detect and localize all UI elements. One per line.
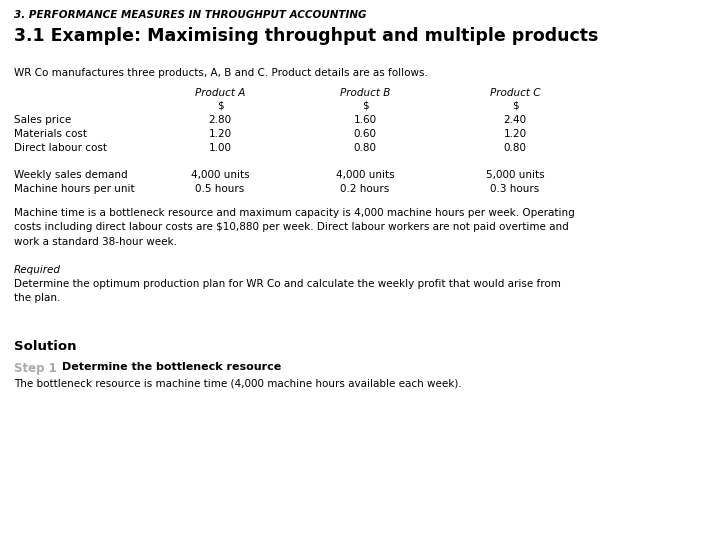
Text: 0.3 hours: 0.3 hours [490, 184, 539, 194]
Text: 1.00: 1.00 [209, 143, 232, 153]
Text: 5,000 units: 5,000 units [486, 170, 544, 180]
Text: Machine hours per unit: Machine hours per unit [14, 184, 135, 194]
Text: Direct labour cost: Direct labour cost [14, 143, 107, 153]
Text: Materials cost: Materials cost [14, 129, 87, 139]
Text: Product C: Product C [490, 88, 540, 98]
Text: 2.80: 2.80 [208, 115, 232, 125]
Text: 0.2 hours: 0.2 hours [341, 184, 390, 194]
Text: 2.40: 2.40 [503, 115, 526, 125]
Text: 1.20: 1.20 [503, 129, 526, 139]
Text: 0.60: 0.60 [354, 129, 377, 139]
Text: WR Co manufactures three products, A, B and C. Product details are as follows.: WR Co manufactures three products, A, B … [14, 68, 428, 78]
Text: Product B: Product B [340, 88, 390, 98]
Text: 0.80: 0.80 [354, 143, 377, 153]
Text: Determine the bottleneck resource: Determine the bottleneck resource [62, 362, 282, 372]
Text: The bottleneck resource is machine time (4,000 machine hours available each week: The bottleneck resource is machine time … [14, 379, 462, 389]
Text: 3. PERFORMANCE MEASURES IN THROUGHPUT ACCOUNTING: 3. PERFORMANCE MEASURES IN THROUGHPUT AC… [14, 10, 366, 20]
Text: Required: Required [14, 265, 61, 275]
Text: Weekly sales demand: Weekly sales demand [14, 170, 127, 180]
Text: Machine time is a bottleneck resource and maximum capacity is 4,000 machine hour: Machine time is a bottleneck resource an… [14, 208, 575, 247]
Text: 4,000 units: 4,000 units [191, 170, 249, 180]
Text: 0.80: 0.80 [503, 143, 526, 153]
Text: 1.60: 1.60 [354, 115, 377, 125]
Text: 3.1 Example: Maximising throughput and multiple products: 3.1 Example: Maximising throughput and m… [14, 27, 598, 45]
Text: Product A: Product A [195, 88, 246, 98]
Text: Step 1: Step 1 [14, 362, 57, 375]
Text: $: $ [361, 101, 369, 111]
Text: 0.5 hours: 0.5 hours [195, 184, 245, 194]
Text: $: $ [512, 101, 518, 111]
Text: Solution: Solution [14, 340, 76, 353]
Text: 1.20: 1.20 [208, 129, 232, 139]
Text: $: $ [217, 101, 223, 111]
Text: Determine the optimum production plan for WR Co and calculate the weekly profit : Determine the optimum production plan fo… [14, 279, 561, 303]
Text: 4,000 units: 4,000 units [336, 170, 395, 180]
Text: Sales price: Sales price [14, 115, 71, 125]
